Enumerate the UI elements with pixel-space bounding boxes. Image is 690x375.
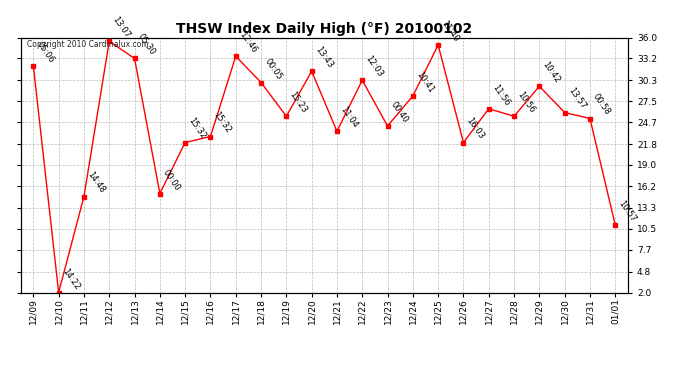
- Text: 05:06: 05:06: [34, 40, 56, 64]
- Text: 12:46: 12:46: [237, 30, 258, 55]
- Text: 15:32: 15:32: [186, 116, 208, 141]
- Text: 10:57: 10:57: [617, 199, 638, 223]
- Text: 00:40: 00:40: [389, 100, 410, 124]
- Text: 10:56: 10:56: [515, 90, 537, 115]
- Text: 11:40: 11:40: [440, 19, 460, 44]
- Text: 13:57: 13:57: [566, 86, 587, 111]
- Text: 15:23: 15:23: [288, 90, 309, 115]
- Title: THSW Index Daily High (°F) 20100102: THSW Index Daily High (°F) 20100102: [176, 22, 473, 36]
- Text: 11:56: 11:56: [490, 82, 511, 107]
- Text: 05:30: 05:30: [136, 32, 157, 57]
- Text: 00:00: 00:00: [161, 168, 182, 192]
- Text: 16:03: 16:03: [465, 116, 486, 141]
- Text: 12:03: 12:03: [364, 54, 385, 79]
- Text: 10:41: 10:41: [414, 70, 435, 94]
- Text: 15:32: 15:32: [212, 110, 233, 135]
- Text: 00:05: 00:05: [262, 57, 284, 81]
- Text: 14:48: 14:48: [86, 170, 106, 195]
- Text: 00:58: 00:58: [591, 92, 613, 117]
- Text: 11:04: 11:04: [338, 105, 359, 130]
- Text: 10:42: 10:42: [541, 60, 562, 85]
- Text: 14:22: 14:22: [60, 267, 81, 291]
- Text: 13:07: 13:07: [110, 15, 132, 40]
- Text: Copyright 2010 Cardinalux.com: Copyright 2010 Cardinalux.com: [27, 40, 148, 49]
- Text: 13:43: 13:43: [313, 45, 334, 70]
